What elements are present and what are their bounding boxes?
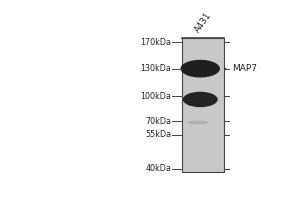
Text: 100kDa: 100kDa [140, 92, 171, 101]
Text: 170kDa: 170kDa [140, 38, 171, 47]
Text: 55kDa: 55kDa [145, 130, 171, 139]
Ellipse shape [181, 60, 220, 78]
Ellipse shape [188, 121, 208, 124]
Bar [182, 38, 224, 172]
Text: 130kDa: 130kDa [140, 64, 171, 73]
Ellipse shape [183, 92, 218, 107]
Text: MAP7: MAP7 [225, 64, 256, 73]
Text: 70kDa: 70kDa [145, 117, 171, 126]
Text: 40kDa: 40kDa [145, 164, 171, 173]
Text: A431: A431 [194, 11, 214, 34]
